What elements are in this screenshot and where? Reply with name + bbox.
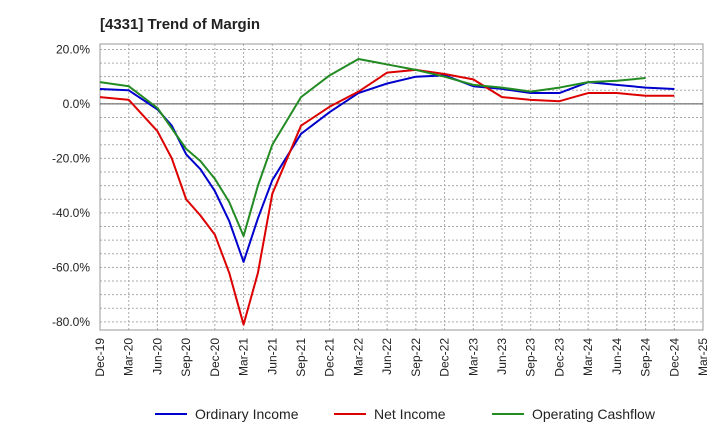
chart-title: [4331] Trend of Margin — [100, 16, 261, 33]
x-tick-label: Jun-22 — [380, 338, 394, 375]
x-tick-label: Mar-24 — [581, 338, 595, 376]
grid-layer — [99, 44, 704, 330]
series-line — [99, 68, 675, 326]
x-tick-label: Dec-19 — [93, 338, 107, 377]
x-tick-label: Sep-20 — [179, 338, 193, 377]
x-tick-label: Jun-20 — [150, 338, 164, 375]
series-line — [99, 57, 646, 238]
x-tick-label: Jun-21 — [265, 338, 279, 375]
y-tick-label: -80.0% — [52, 315, 90, 329]
legend-label: Operating Cashflow — [532, 406, 656, 422]
x-tick-label: Sep-22 — [409, 338, 423, 377]
x-tick-label: Jun-23 — [495, 338, 509, 375]
y-tick-label: 20.0% — [56, 42, 90, 56]
x-tick-label: Sep-23 — [524, 338, 538, 377]
plot-frame — [99, 43, 704, 331]
x-tick-label: Dec-24 — [667, 338, 681, 377]
axis-layer: Dec-19 Mar-20 Jun-20 Sep-20 Dec-20 Mar-21 Jun-… — [52, 42, 710, 376]
x-tick-label: Mar-21 — [237, 338, 251, 376]
x-tick-label: Dec-22 — [438, 338, 452, 377]
x-tick-label: Sep-21 — [294, 338, 308, 377]
x-tick-label: Sep-24 — [639, 338, 653, 377]
x-tick-label: Dec-21 — [323, 338, 337, 377]
x-tick-label: Mar-20 — [122, 338, 136, 376]
legend-layer: Ordinary Income Net Income Operating Cashf… — [155, 406, 656, 422]
x-tick-label: Dec-20 — [208, 338, 222, 377]
x-tick-label: Dec-23 — [552, 338, 566, 377]
y-tick-label: 0.0% — [63, 97, 91, 111]
series-line — [99, 74, 675, 263]
x-tick-label: Jun-24 — [610, 338, 624, 375]
series-layer — [99, 57, 675, 326]
y-tick-label: -40.0% — [52, 206, 90, 220]
x-tick-label: Mar-22 — [351, 338, 365, 376]
y-tick-label: -20.0% — [52, 151, 90, 165]
y-tick-label: -60.0% — [52, 260, 90, 274]
legend-label: Net Income — [374, 406, 446, 422]
x-tick-label: Mar-23 — [466, 338, 480, 376]
legend-label: Ordinary Income — [195, 406, 299, 422]
x-tick-label: Mar-25 — [696, 338, 710, 376]
